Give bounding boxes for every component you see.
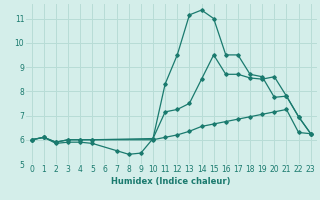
X-axis label: Humidex (Indice chaleur): Humidex (Indice chaleur) <box>111 177 231 186</box>
